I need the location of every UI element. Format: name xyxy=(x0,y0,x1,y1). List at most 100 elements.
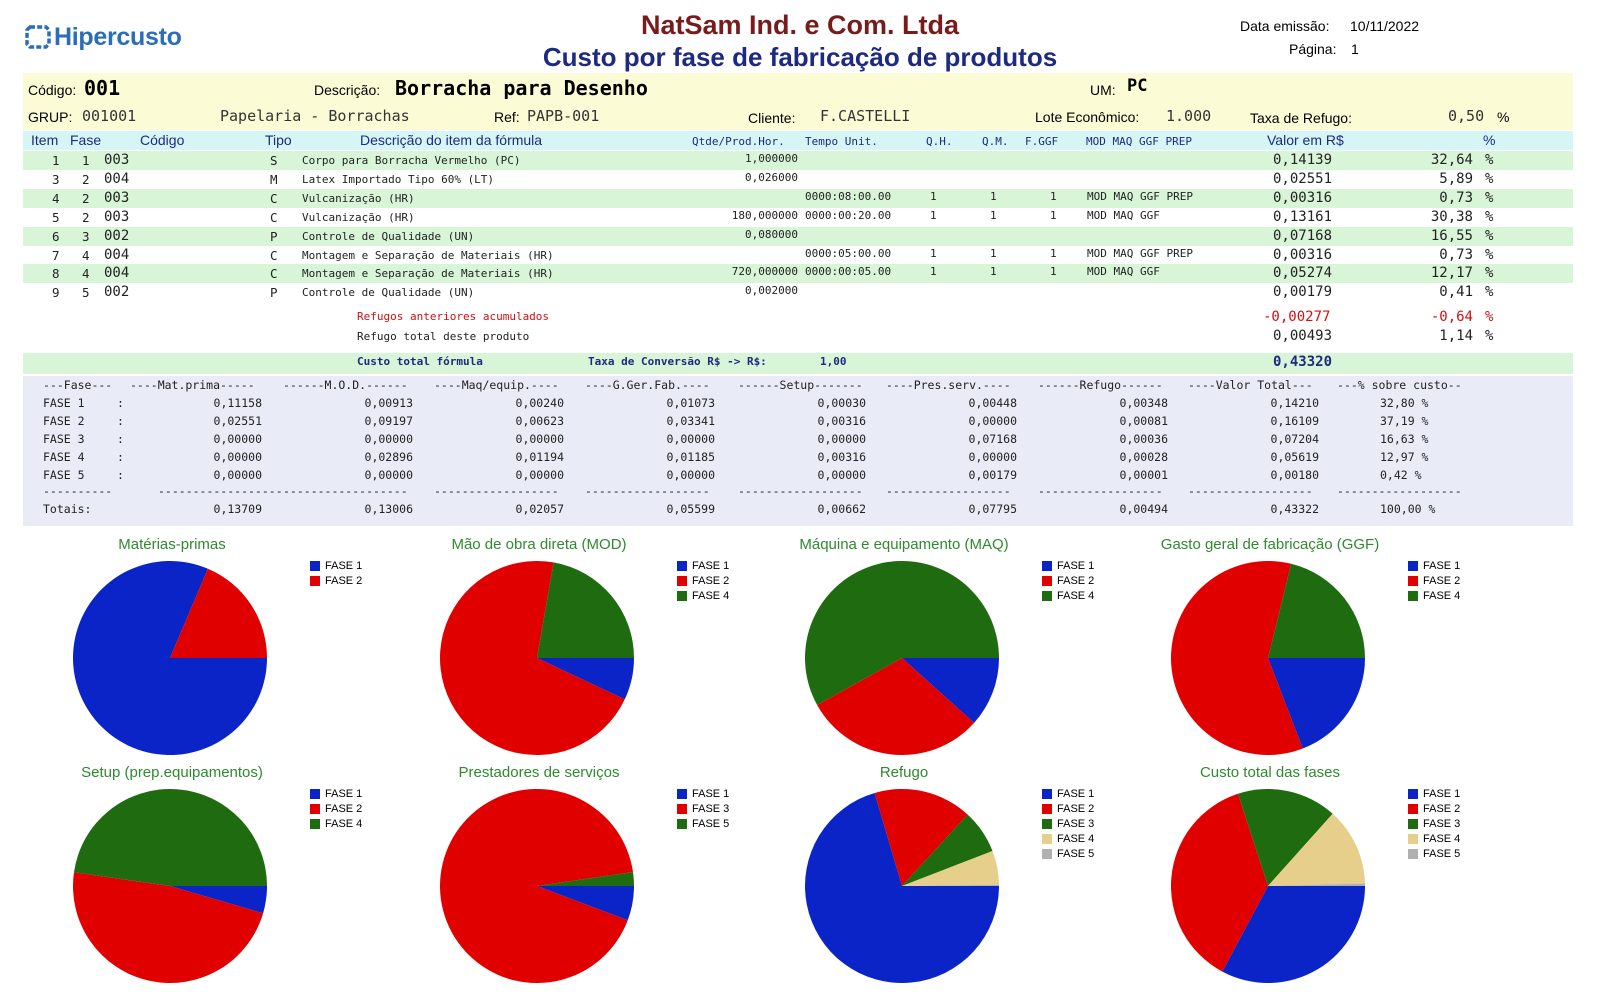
legend-swatch xyxy=(677,788,687,799)
legend-swatch xyxy=(1042,803,1052,814)
legend-label: FASE 1 xyxy=(325,787,363,800)
col-valor: Valor em R$ xyxy=(1267,132,1344,148)
row-codigo: 003 xyxy=(104,190,130,206)
row-qh: 1 xyxy=(930,209,937,222)
row-flags: MOD MAQ GGF PREP xyxy=(1087,190,1193,203)
summary-row-col: 0,01185 xyxy=(666,450,715,464)
legend-item: FASE 1 xyxy=(677,558,729,573)
pie-chart xyxy=(805,560,999,755)
summary-row-col: 0,00348 xyxy=(1119,396,1168,410)
refugos-pct-unit: % xyxy=(1485,309,1494,325)
legend-label: FASE 4 xyxy=(1057,589,1095,602)
row-fase: 4 xyxy=(82,266,90,281)
row-qh: 1 xyxy=(930,265,937,278)
legend-label: FASE 5 xyxy=(692,817,730,830)
summary-separator: ------------------ xyxy=(738,484,863,498)
legend-label: FASE 4 xyxy=(1057,832,1095,845)
summary-row-col: 0,00623 xyxy=(515,414,564,428)
legend-swatch xyxy=(677,803,687,814)
summary-row-col: 0,01194 xyxy=(515,450,564,464)
summary-header-col: ----Valor Total--- xyxy=(1188,378,1313,392)
summary-totals-col: 0,07795 xyxy=(968,502,1017,516)
summary-totals-col: 100,00 % xyxy=(1380,502,1436,516)
refugo-total-label: Refugo total deste produto xyxy=(357,330,530,343)
refugos-pct: -0,64 xyxy=(1430,309,1473,325)
legend-swatch xyxy=(1042,833,1052,844)
row-valor: 0,14139 xyxy=(1273,152,1333,168)
logo: Hipercusto xyxy=(24,22,182,52)
legend-item: FASE 4 xyxy=(1408,588,1460,603)
pie-slice-fase-4 xyxy=(902,851,999,886)
row-item: 7 xyxy=(52,248,60,263)
summary-row-col: 0,00001 xyxy=(1119,468,1168,482)
date-label: Data emissão: xyxy=(1240,18,1330,34)
legend-swatch xyxy=(310,818,320,829)
col-flags: MOD MAQ GGF PREP xyxy=(1086,135,1192,148)
col-fggf: F.GGF xyxy=(1025,135,1059,148)
summary-header-col: ------Setup------- xyxy=(738,378,863,392)
pie-slice-fase-1 xyxy=(1222,886,1365,983)
row-fase: 2 xyxy=(82,172,90,187)
pie-slice-fase-5 xyxy=(537,872,634,886)
row-pct: 0,41 xyxy=(1439,284,1473,300)
row-valor: 0,07168 xyxy=(1273,228,1333,244)
legend-item: FASE 1 xyxy=(677,786,729,801)
taxa-refugo-value: 0,50 xyxy=(1448,107,1485,125)
legend-item: FASE 3 xyxy=(1042,816,1094,831)
row-tipo: C xyxy=(270,248,278,263)
row-codigo: 002 xyxy=(104,228,130,244)
row-item: 6 xyxy=(52,229,60,244)
row-item: 9 xyxy=(52,285,60,300)
summary-row-col: 0,00000 xyxy=(364,468,413,482)
chart-title: Custo total das fases xyxy=(1199,764,1341,781)
chart-title: Máquina e equipamento (MAQ) xyxy=(799,536,1009,553)
summary-separator: ------------------ xyxy=(283,484,408,498)
pie-slice-fase-2 xyxy=(874,789,968,886)
legend-item: FASE 4 xyxy=(677,588,729,603)
row-descricao: Vulcanização (HR) xyxy=(302,211,415,224)
row-pct-unit: % xyxy=(1485,190,1494,206)
col-qh: Q.H. xyxy=(926,135,953,148)
row-pct: 32,64 xyxy=(1430,152,1473,168)
legend-label: FASE 2 xyxy=(1423,802,1461,815)
summary-row-col: 0,05619 xyxy=(1270,450,1319,464)
row-flags: MOD MAQ GGF xyxy=(1087,265,1160,278)
page-value: 1 xyxy=(1351,41,1359,57)
summary-row-col: 0,00000 xyxy=(817,432,866,446)
legend-item: FASE 2 xyxy=(1408,573,1460,588)
legend-swatch xyxy=(310,560,320,571)
summary-row-col: 0,00000 xyxy=(213,450,262,464)
pie-slice-fase-2 xyxy=(1171,793,1268,972)
col-tipo: Tipo xyxy=(265,132,292,148)
row-qm: 1 xyxy=(990,209,997,222)
cliente-value: F.CASTELLI xyxy=(820,107,911,125)
row-fase: 2 xyxy=(82,210,90,225)
legend-swatch xyxy=(1408,803,1418,814)
row-fase: 2 xyxy=(82,191,90,206)
total-band xyxy=(23,353,1573,374)
legend-swatch xyxy=(310,575,320,586)
row-qm: 1 xyxy=(990,247,997,260)
chart-title: Mão de obra direta (MOD) xyxy=(451,536,627,553)
report-title: Custo por fase de fabricação de produtos xyxy=(542,42,1058,72)
refugo-total-pct: 1,14 xyxy=(1439,328,1473,344)
descricao-label: Descrição: xyxy=(314,82,381,98)
legend-label: FASE 1 xyxy=(325,559,363,572)
taxa-conversao-label: Taxa de Conversão R$ -> R$: xyxy=(588,355,767,368)
legend-item: FASE 4 xyxy=(1042,831,1094,846)
legend-label: FASE 2 xyxy=(692,574,730,587)
row-tempo: 0000:00:20.00 xyxy=(805,209,892,222)
row-tipo: M xyxy=(270,172,278,187)
row-pct: 16,55 xyxy=(1430,228,1473,244)
summary-totals-col: 0,00494 xyxy=(1119,502,1168,516)
col-tempo: Tempo Unit. xyxy=(805,135,878,148)
summary-row-col: 0,00000 xyxy=(515,432,564,446)
pie-slice-fase-1 xyxy=(902,658,999,723)
chart-title: Prestadores de serviços xyxy=(458,764,620,781)
summary-totals-col: 0,43322 xyxy=(1270,502,1319,516)
summary-row-col: 0,07204 xyxy=(1270,432,1319,446)
legend-item: FASE 2 xyxy=(1408,801,1460,816)
legend-item: FASE 2 xyxy=(1042,573,1094,588)
summary-header-col: ----Mat.prima----- xyxy=(130,378,255,392)
row-fase: 3 xyxy=(82,229,90,244)
